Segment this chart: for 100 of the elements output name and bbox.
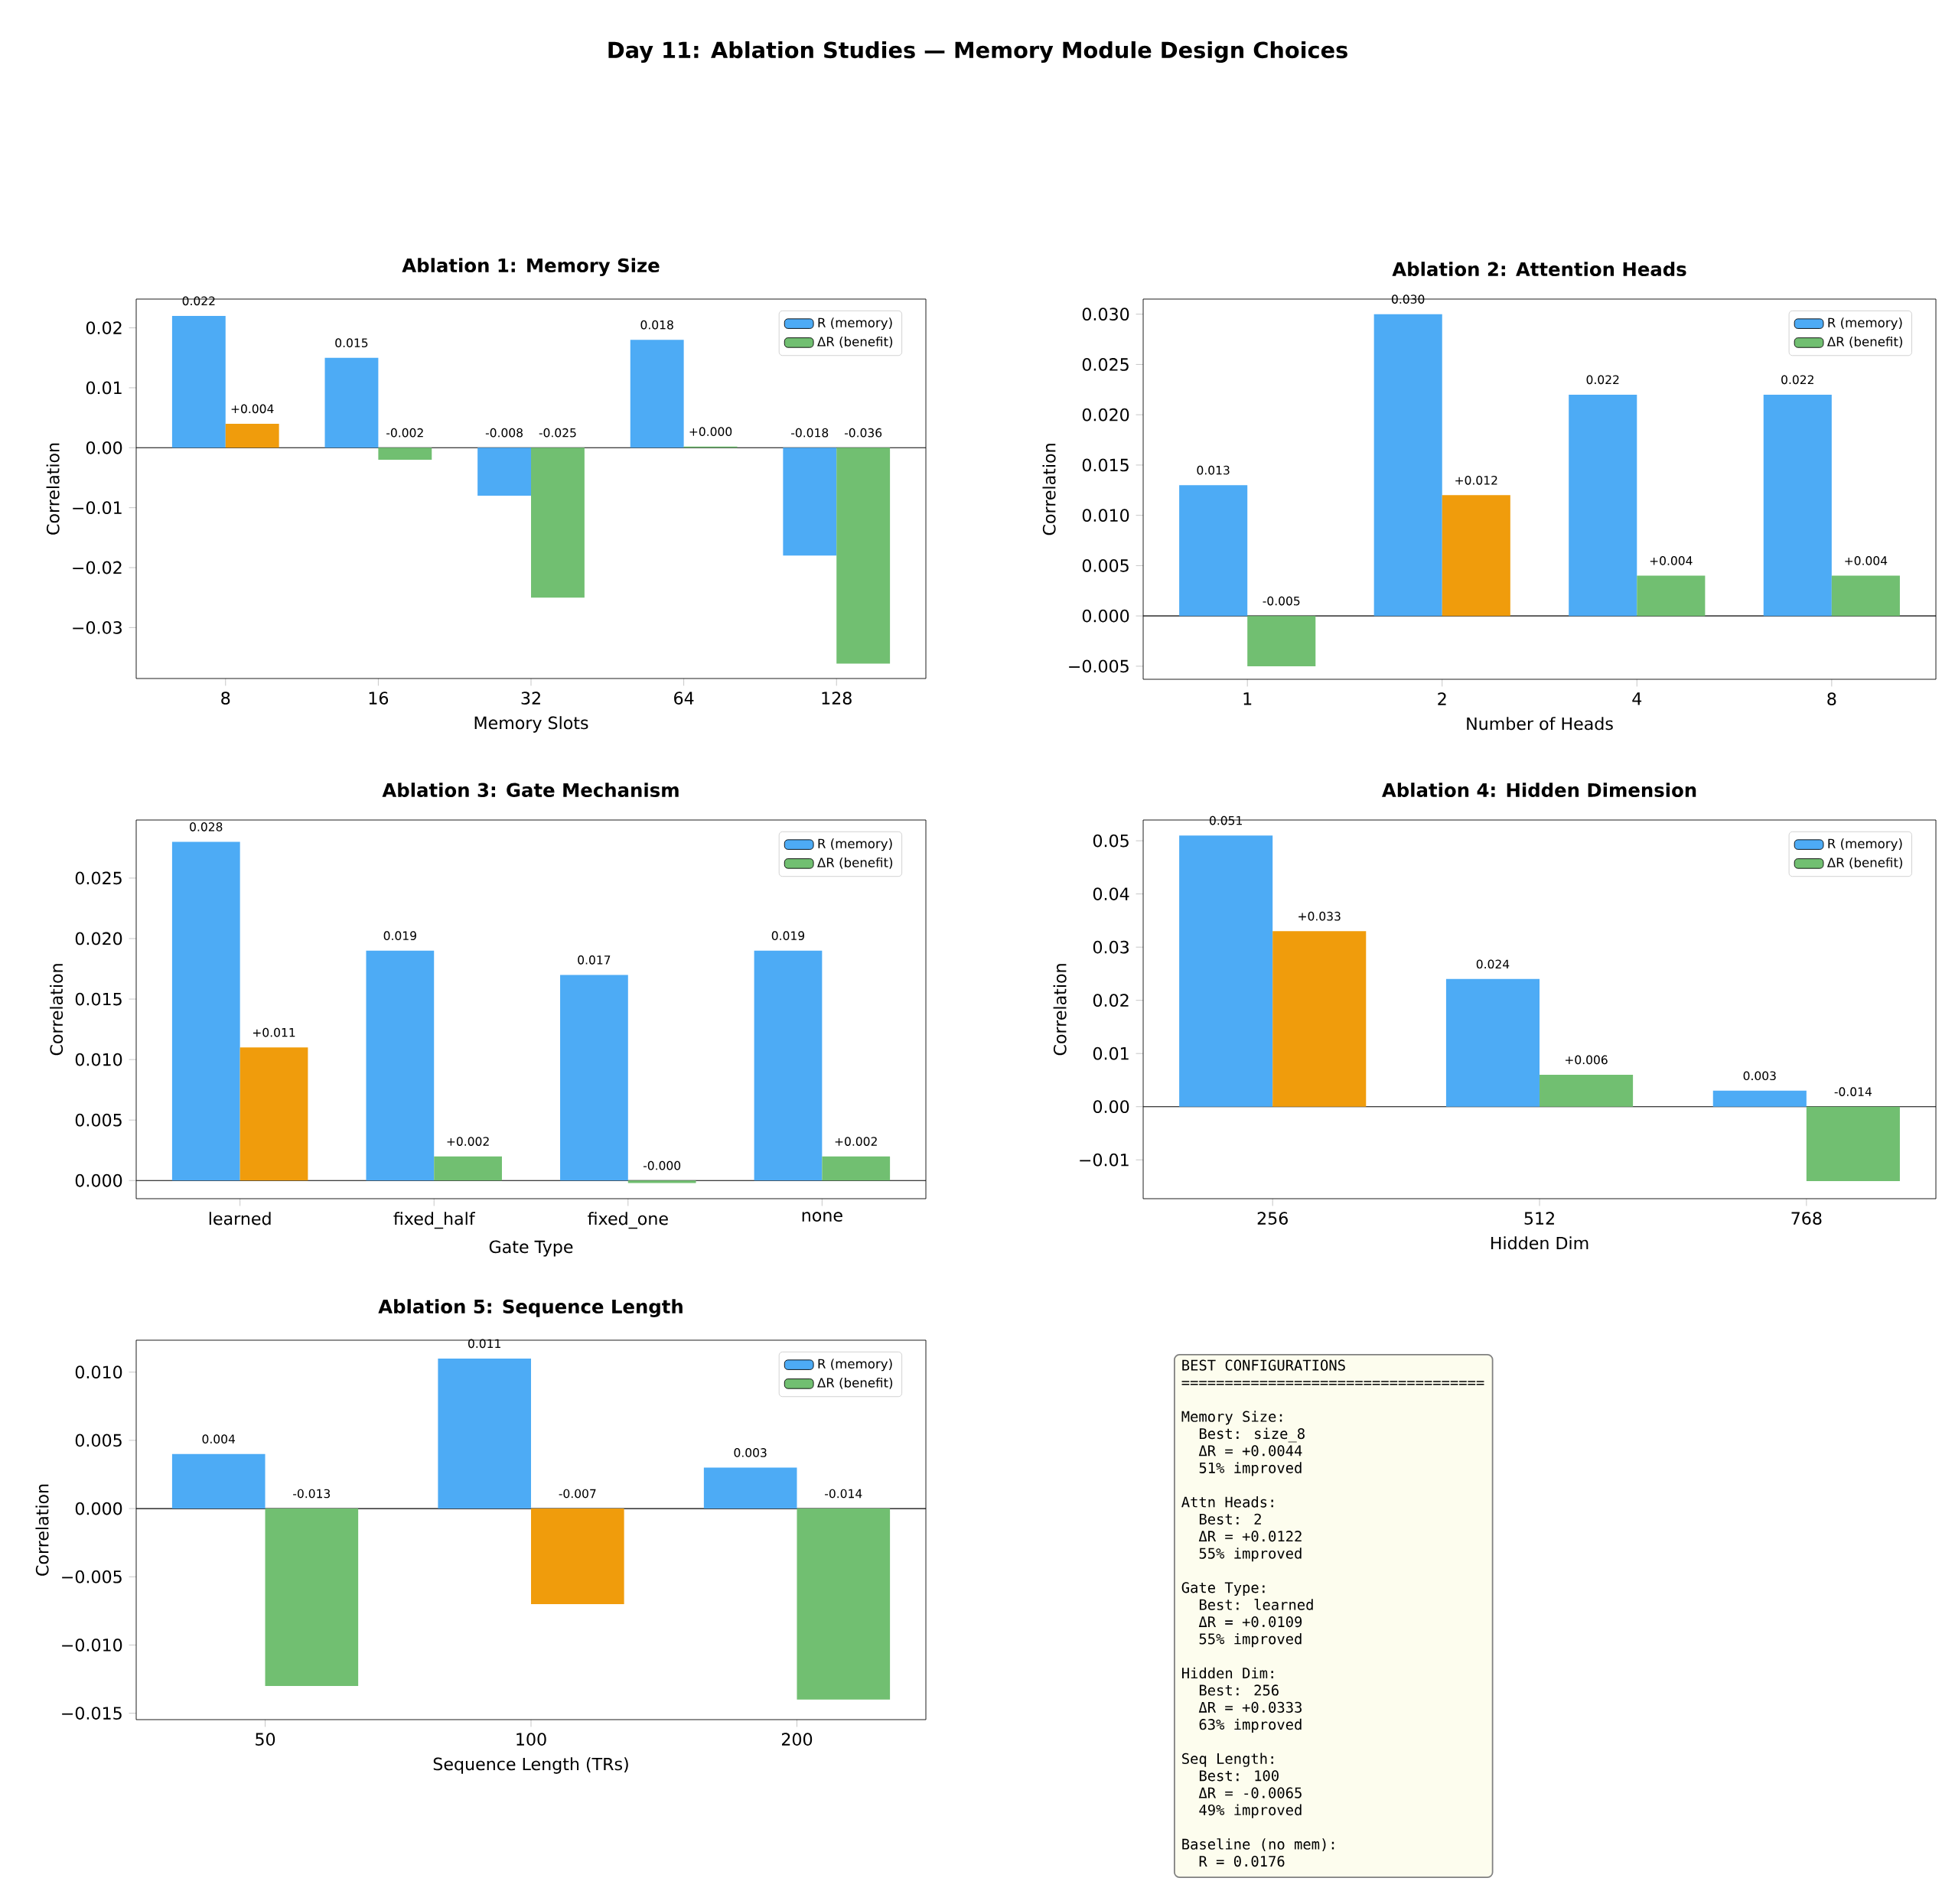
data-label: 0.018 — [640, 320, 673, 330]
text: Day 11: Ablation Studies — Memory Module Design Choices — [608, 41, 1347, 63]
x-tick-label: none — [802, 1212, 842, 1222]
x-tick-label: 768 — [1791, 1212, 1822, 1225]
data-label: -0.014 — [1834, 1087, 1872, 1096]
y-tick-label: 0.010 — [75, 1053, 122, 1066]
x-tick-label: 100 — [516, 1733, 546, 1746]
x-tick-label: 256 — [1257, 1212, 1288, 1225]
y-axis-title: Correlation — [50, 964, 64, 1056]
data-label: 0.017 — [578, 955, 611, 965]
y-tick-label: 0.000 — [1082, 609, 1129, 623]
text: ΔR = +0.0109 — [1198, 1616, 1302, 1628]
x-tick-label: 2 — [1438, 692, 1446, 705]
y-axis-title: Correlation — [1053, 964, 1067, 1056]
text: ΔR = +0.0122 — [1198, 1531, 1302, 1542]
data-label: 0.028 — [190, 822, 223, 832]
x-tick-label: 200 — [781, 1733, 813, 1746]
y-tick-label: 0.005 — [75, 1434, 122, 1447]
chart-title: Ablation 2: Attention Heads — [1392, 262, 1686, 277]
data-label: 0.022 — [1586, 375, 1619, 385]
text: Best: learned — [1199, 1599, 1313, 1610]
x-tick-label: fixed_one — [588, 1212, 668, 1229]
y-tick-label: 0.04 — [1093, 887, 1129, 900]
data-label: +0.006 — [1566, 1055, 1608, 1065]
text: Best: 100 — [1199, 1770, 1279, 1782]
data-label: 0.019 — [383, 931, 416, 941]
y-tick-label: 0.02 — [86, 321, 122, 334]
y-tick-label: 0.010 — [1082, 509, 1129, 522]
data-label: +0.033 — [1298, 911, 1341, 921]
text: R = 0.0176 — [1199, 1855, 1285, 1867]
text: ΔR = -0.0065 — [1198, 1787, 1302, 1798]
x-tick-label: 32 — [521, 692, 540, 705]
y-tick-label: 0.025 — [1082, 358, 1129, 371]
y-tick-label: −0.02 — [73, 561, 122, 574]
x-tick-label: 512 — [1524, 1212, 1554, 1225]
data-label: 0.019 — [771, 931, 805, 941]
x-axis-title: Hidden Dim — [1491, 1236, 1588, 1250]
data-label: 0.015 — [335, 338, 368, 348]
data-label: +0.004 — [1845, 556, 1888, 565]
text: 63% improved — [1199, 1718, 1302, 1733]
y-tick-label: 0.000 — [75, 1173, 122, 1187]
legend-label: ΔR (benefit) — [1826, 336, 1902, 348]
text: Best: size_8 — [1199, 1427, 1305, 1443]
chart-title: Ablation 5: Sequence Length — [378, 1299, 683, 1318]
y-tick-label: −0.01 — [1080, 1153, 1129, 1167]
y-tick-label: −0.005 — [1069, 659, 1129, 673]
data-label: -0.018 — [791, 428, 829, 438]
y-axis-title: Correlation — [1042, 444, 1056, 535]
x-tick-label: 64 — [674, 692, 694, 705]
data-label: 0.022 — [1781, 375, 1813, 385]
data-label: 0.051 — [1209, 815, 1242, 825]
y-tick-label: 0.030 — [1082, 308, 1129, 321]
text: Gate Type: — [1181, 1582, 1265, 1596]
x-axis-title: Number of Heads — [1467, 717, 1613, 731]
data-label: -0.000 — [643, 1160, 681, 1170]
y-tick-label: −0.015 — [62, 1707, 122, 1720]
data-label: 0.030 — [1392, 295, 1425, 304]
text: BEST CONFIGURATIONS — [1182, 1359, 1345, 1371]
data-label: 0.003 — [734, 1448, 767, 1457]
x-axis-title: Sequence Length (TRs) — [433, 1757, 628, 1774]
data-label: +0.002 — [835, 1137, 877, 1146]
data-label: -0.005 — [1263, 596, 1300, 606]
text: Attn Heads: — [1181, 1496, 1273, 1508]
legend-label: R (memory) — [818, 317, 892, 330]
data-label: -0.025 — [539, 428, 576, 438]
text: ΔR = +0.0044 — [1198, 1445, 1302, 1456]
data-label: -0.014 — [825, 1489, 862, 1499]
y-tick-label: 0.025 — [75, 871, 122, 885]
x-tick-label: 50 — [256, 1733, 275, 1746]
data-label: 0.011 — [468, 1339, 500, 1349]
y-tick-label: 0.005 — [75, 1113, 122, 1127]
data-label: 0.024 — [1476, 959, 1510, 969]
data-label: 0.013 — [1197, 465, 1230, 475]
legend-label: R (memory) — [818, 838, 892, 851]
legend-label: ΔR (benefit) — [817, 336, 893, 348]
text: Seq Length: — [1182, 1753, 1273, 1767]
legend-label: ΔR (benefit) — [817, 857, 893, 869]
y-tick-label: 0.02 — [1093, 994, 1129, 1007]
y-axis-title: Correlation — [35, 1484, 49, 1576]
y-tick-label: −0.005 — [62, 1570, 122, 1583]
data-label: -0.008 — [485, 428, 523, 438]
chart-title: Ablation 4: Hidden Dimension — [1382, 783, 1696, 798]
text: 55% improved — [1199, 1548, 1302, 1562]
text: Memory Size: — [1181, 1411, 1282, 1425]
data-label: +0.004 — [231, 404, 274, 414]
x-tick-label: 8 — [221, 692, 230, 705]
y-tick-label: −0.010 — [62, 1639, 122, 1652]
text: 49% improved — [1199, 1804, 1302, 1818]
data-label: 0.022 — [182, 296, 215, 306]
x-tick-label: 8 — [1827, 692, 1836, 705]
text: 55% improved — [1199, 1632, 1302, 1648]
y-tick-label: 0.015 — [1082, 458, 1129, 472]
y-axis-title: Correlation — [46, 443, 60, 535]
data-label: 0.004 — [202, 1434, 236, 1443]
x-tick-label: 4 — [1632, 692, 1642, 705]
y-tick-label: 0.015 — [75, 992, 122, 1006]
y-tick-label: 0.01 — [86, 381, 122, 395]
data-label: -0.013 — [293, 1489, 331, 1499]
data-label: +0.002 — [447, 1137, 489, 1146]
data-label: -0.036 — [844, 428, 882, 438]
